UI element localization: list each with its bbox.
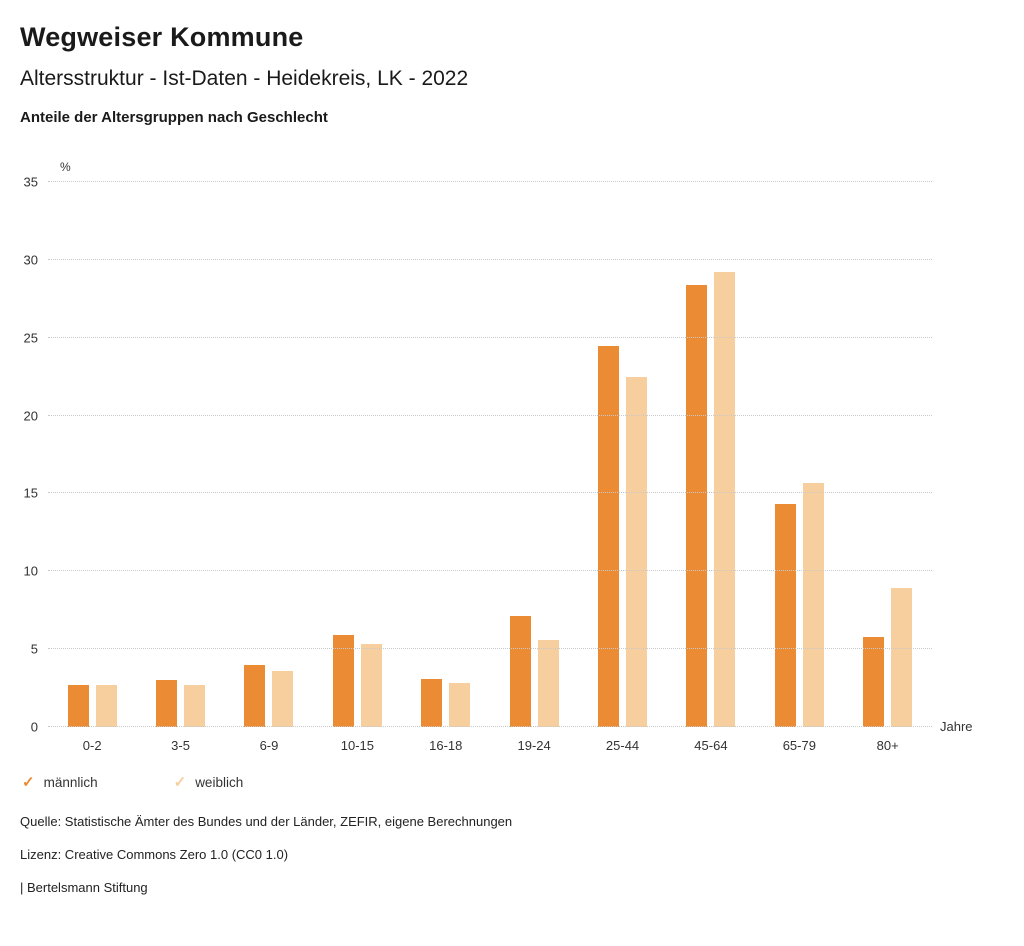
- y-tick-label-30: 30: [23, 252, 38, 268]
- check-icon: ✓: [173, 774, 187, 791]
- bar-männlich-3-5[interactable]: [156, 680, 178, 727]
- footer: Quelle: Statistische Ämter des Bundes un…: [20, 814, 1004, 895]
- bar-groups: 0-2 3-5 6-9 10-15 16-18 19-24 25-44 45-64 65-79 8…: [48, 182, 932, 753]
- bar-group-25-44: 25-44: [598, 182, 648, 753]
- bar-männlich-0-2[interactable]: [67, 684, 89, 727]
- bar-group-45-64: 45-64: [686, 182, 736, 753]
- y-tick-label-25: 25: [23, 330, 38, 346]
- x-tick-label-65-79: 65-79: [782, 738, 816, 753]
- bar-weiblich-19-24[interactable]: [537, 639, 559, 727]
- bar-männlich-16-18[interactable]: [421, 678, 443, 727]
- chart-subtitle: Altersstruktur - Ist-Daten - Heidekreis,…: [20, 67, 469, 90]
- y-tick-label-5: 5: [30, 641, 38, 657]
- page: Wegweiser Kommune Altersstruktur - Ist-D…: [20, 22, 1004, 895]
- bar-group-3-5: 3-5: [156, 182, 206, 753]
- bar-group-6-9: 6-9: [244, 182, 294, 753]
- x-tick-label-45-64: 45-64: [694, 738, 728, 753]
- attribution-line: | Bertelsmann Stiftung: [20, 880, 148, 895]
- x-tick-label-0-2: 0-2: [82, 738, 102, 753]
- plot-area: 0-2 3-5 6-9 10-15 16-18 19-24 25-44 45-64 65-79 8…: [24, 175, 973, 754]
- bar-group-65-79: 65-79: [774, 182, 824, 753]
- y-tick-label-0: 0: [30, 719, 38, 735]
- gridline-5: [48, 648, 932, 650]
- gridline-0: [48, 726, 932, 727]
- legend-label: weiblich: [195, 775, 244, 790]
- check-icon: ✓: [22, 774, 35, 791]
- bar-group-16-18: 16-18: [421, 182, 471, 753]
- legend-item-maennlich[interactable]: ✓ männlich: [22, 775, 98, 790]
- bar-weiblich-0-2[interactable]: [95, 684, 117, 727]
- x-tick-label-16-18: 16-18: [429, 738, 463, 753]
- bar-weiblich-10-15[interactable]: [360, 644, 382, 727]
- bar-männlich-10-15[interactable]: [332, 635, 354, 727]
- bar-group-80+: 80+: [863, 182, 913, 753]
- bar-männlich-65-79[interactable]: [774, 504, 796, 727]
- gridline-25: [48, 336, 932, 338]
- x-tick-label-6-9: 6-9: [259, 738, 279, 753]
- bar-männlich-80+[interactable]: [863, 636, 885, 727]
- y-tick-label-10: 10: [23, 563, 38, 579]
- bar-weiblich-25-44[interactable]: [626, 376, 648, 727]
- bar-männlich-19-24[interactable]: [509, 616, 531, 727]
- bar-weiblich-45-64[interactable]: [714, 272, 736, 727]
- gridline-20: [48, 414, 932, 416]
- page-title: Wegweiser Kommune: [20, 22, 304, 52]
- gridline-35: [48, 181, 932, 182]
- bar-weiblich-6-9[interactable]: [272, 670, 294, 727]
- bar-weiblich-80+[interactable]: [891, 588, 913, 727]
- y-axis-unit-label: %: [60, 160, 71, 174]
- bar-weiblich-3-5[interactable]: [184, 684, 206, 727]
- source-line: Quelle: Statistische Ämter des Bundes un…: [20, 814, 513, 829]
- y-tick-label-20: 20: [23, 408, 38, 424]
- gridline-10: [48, 570, 932, 572]
- bar-männlich-25-44[interactable]: [598, 345, 620, 727]
- bar-group-19-24: 19-24: [509, 182, 559, 753]
- x-tick-label-10-15: 10-15: [340, 738, 374, 753]
- bar-group-0-2: 0-2: [67, 182, 117, 753]
- chart-heading: Anteile der Altersgruppen nach Geschlech…: [20, 109, 328, 126]
- bar-weiblich-16-18[interactable]: [449, 683, 471, 727]
- gridline-15: [48, 492, 932, 494]
- bar-männlich-45-64[interactable]: [686, 284, 708, 727]
- bar-weiblich-65-79[interactable]: [802, 482, 824, 727]
- x-tick-label-80+: 80+: [876, 738, 899, 753]
- legend: ✓ männlich ✓ weiblich: [22, 775, 1004, 790]
- y-tick-label-15: 15: [23, 485, 38, 501]
- legend-label: männlich: [43, 775, 98, 790]
- legend-item-weiblich[interactable]: ✓ weiblich: [174, 775, 244, 790]
- x-tick-label-3-5: 3-5: [171, 738, 190, 753]
- bar-group-10-15: 10-15: [332, 182, 382, 753]
- gridline-30: [48, 258, 932, 260]
- x-tick-label-25-44: 25-44: [605, 738, 640, 753]
- chart: % 0-2 3-5 6-9 10-15 16-18 19-24 25-44 45-64 65-7…: [24, 160, 973, 754]
- license-line: Lizenz: Creative Commons Zero 1.0 (CC0 1…: [20, 847, 289, 862]
- y-tick-label-35: 35: [23, 174, 38, 190]
- x-tick-label-19-24: 19-24: [517, 738, 551, 753]
- x-axis-label: Jahre: [940, 719, 973, 734]
- bar-männlich-6-9[interactable]: [244, 664, 266, 727]
